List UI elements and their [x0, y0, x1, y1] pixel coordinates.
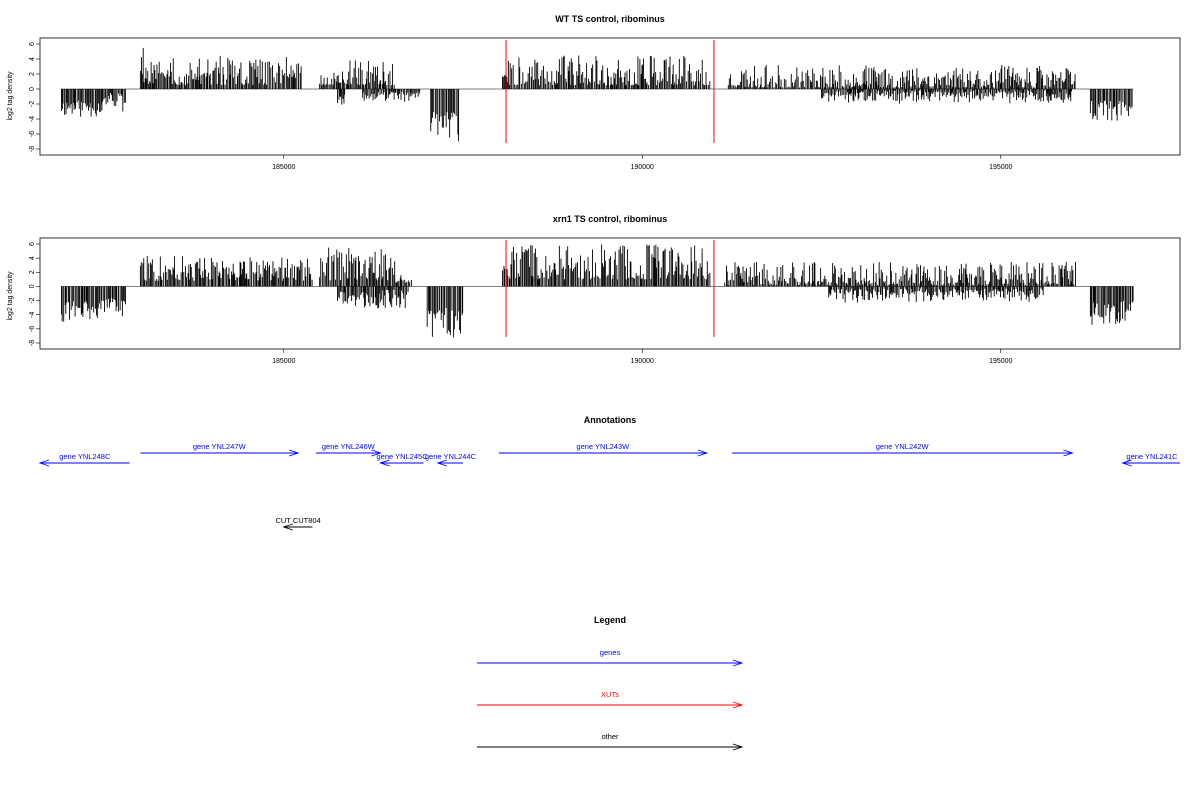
- y-tick-label: -6: [29, 131, 36, 137]
- annotation-arrowhead: [436, 459, 448, 467]
- annotation-arrowhead: [288, 449, 300, 457]
- y-tick-label: -8: [29, 146, 36, 152]
- annotation-label: gene YNL247W: [193, 442, 247, 451]
- annotation-feature: gene YNL246W: [316, 442, 382, 457]
- y-tick-label: 0: [29, 284, 36, 288]
- y-tick-label: 6: [29, 242, 36, 246]
- legend-arrowhead: [732, 743, 744, 751]
- y-tick-label: 2: [29, 270, 36, 274]
- legend-title: Legend: [594, 615, 626, 625]
- plot-frame: [39, 37, 1181, 156]
- annotation-feature: gene YNL245C: [376, 452, 428, 467]
- annotation-label: gene YNL244C: [425, 452, 477, 461]
- annotations-track: Annotations gene YNL248C gene YNL247W gene…: [38, 415, 1180, 531]
- annotation-feature: gene YNL243W: [498, 442, 709, 457]
- legend-arrowhead: [732, 701, 744, 709]
- legend: Legend genes XUTs other: [477, 615, 744, 751]
- y-tick-label: -4: [29, 312, 36, 318]
- annotation-feature: gene YNL241C: [1121, 452, 1180, 467]
- y-tick-label: 4: [29, 57, 36, 61]
- y-tick-label: -8: [29, 340, 36, 346]
- annotation-arrowhead: [379, 459, 390, 467]
- annotation-label: gene YNL246W: [322, 442, 376, 451]
- plot-frame: [39, 237, 1181, 350]
- panel-title: xrn1 TS control, ribominus: [553, 214, 668, 224]
- annotation-feature: CUT CUT804: [275, 516, 321, 531]
- legend-label: XUTs: [601, 690, 619, 699]
- panel-xrn1: xrn1 TS control, ribominus log2 tag dens…: [7, 214, 1181, 365]
- annotation-arrowhead: [1121, 459, 1132, 467]
- y-tick-label: -6: [29, 326, 36, 332]
- annotation-feature: gene YNL242W: [731, 442, 1074, 457]
- legend-arrowhead: [732, 659, 744, 667]
- panel-wt: WT TS control, ribominus log2 tag densit…: [7, 14, 1181, 171]
- y-tick-label: 4: [29, 256, 36, 260]
- panel-title: WT TS control, ribominus: [555, 14, 665, 24]
- legend-item: other: [477, 732, 744, 751]
- annotation-feature: gene YNL247W: [140, 442, 300, 457]
- legend-label: other: [601, 732, 619, 741]
- y-tick-label: -4: [29, 116, 36, 122]
- annotation-label: gene YNL245C: [376, 452, 428, 461]
- y-tick-label: -2: [29, 297, 36, 303]
- annotation-arrowhead: [38, 459, 50, 467]
- annotation-label: gene YNL248C: [59, 452, 111, 461]
- x-tick-label: 190000: [631, 358, 654, 365]
- y-tick-label: -2: [29, 101, 36, 107]
- y-tick-label: 2: [29, 72, 36, 76]
- y-tick-label: 0: [29, 87, 36, 91]
- y-axis-label: log2 tag density: [7, 71, 14, 121]
- annotation-feature: gene YNL244C: [425, 452, 477, 467]
- annotation-feature: gene YNL248C: [38, 452, 130, 467]
- x-tick-label: 190000: [631, 164, 654, 171]
- legend-item: XUTs: [477, 690, 744, 709]
- annotation-arrowhead: [371, 449, 382, 457]
- x-tick-label: 195000: [989, 358, 1012, 365]
- annotation-label: gene YNL241C: [1126, 452, 1178, 461]
- legend-item: genes: [477, 648, 744, 667]
- annotation-label: gene YNL243W: [576, 442, 630, 451]
- y-axis-label: log2 tag density: [7, 271, 14, 321]
- annotation-arrowhead: [1063, 449, 1074, 457]
- annotation-label: CUT CUT804: [275, 516, 320, 525]
- annotation-arrowhead: [282, 523, 293, 531]
- annotations-title: Annotations: [584, 415, 637, 425]
- x-tick-label: 195000: [989, 164, 1012, 171]
- x-tick-label: 185000: [272, 164, 295, 171]
- y-tick-label: 6: [29, 42, 36, 46]
- legend-label: genes: [600, 648, 621, 657]
- x-tick-label: 185000: [272, 358, 295, 365]
- annotation-label: gene YNL242W: [876, 442, 930, 451]
- annotation-arrowhead: [697, 449, 709, 457]
